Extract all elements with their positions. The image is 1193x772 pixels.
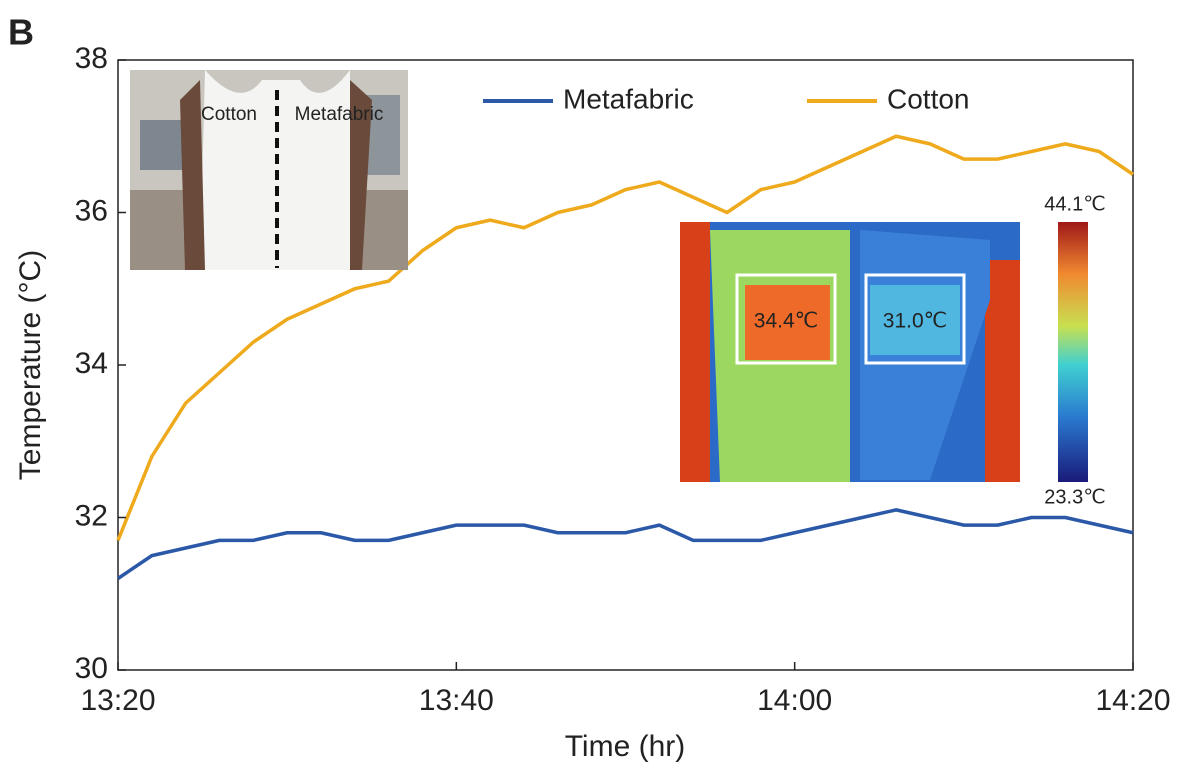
y-tick-label: 30	[75, 652, 108, 685]
legend-label: Cotton	[887, 83, 970, 114]
legend-label: Metafabric	[563, 83, 694, 114]
y-tick-label: 36	[75, 194, 108, 227]
chart: B Time (hr) Temperature (°C) Cotton Meta…	[0, 0, 1193, 772]
y-axis-label: Temperature (°C)	[14, 250, 47, 480]
colorbar-label: 23.3℃	[1044, 486, 1105, 508]
photo-inset: Cotton Metafabric	[130, 70, 408, 270]
x-tick-label: 14:00	[757, 684, 832, 717]
photo-label: Cotton	[201, 104, 257, 125]
y-tick-label: 32	[75, 499, 108, 532]
y-tick-label: 34	[75, 347, 108, 380]
x-tick-label: 13:20	[80, 684, 155, 717]
panel-label: B	[8, 12, 34, 53]
x-axis-label: Time (hr)	[565, 730, 686, 763]
thermal-inset: 34.4℃ 31.0℃ 44.1℃ 23.3℃	[680, 193, 1106, 508]
colorbar-label: 44.1℃	[1044, 193, 1105, 215]
thermal-label: 31.0℃	[883, 310, 947, 333]
photo-label: Metafabric	[295, 104, 384, 125]
y-tick-label: 38	[75, 42, 108, 75]
x-tick-label: 13:40	[419, 684, 494, 717]
x-tick-label: 14:20	[1095, 684, 1170, 717]
thermal-label: 34.4℃	[754, 310, 818, 333]
series-line	[118, 510, 1133, 579]
